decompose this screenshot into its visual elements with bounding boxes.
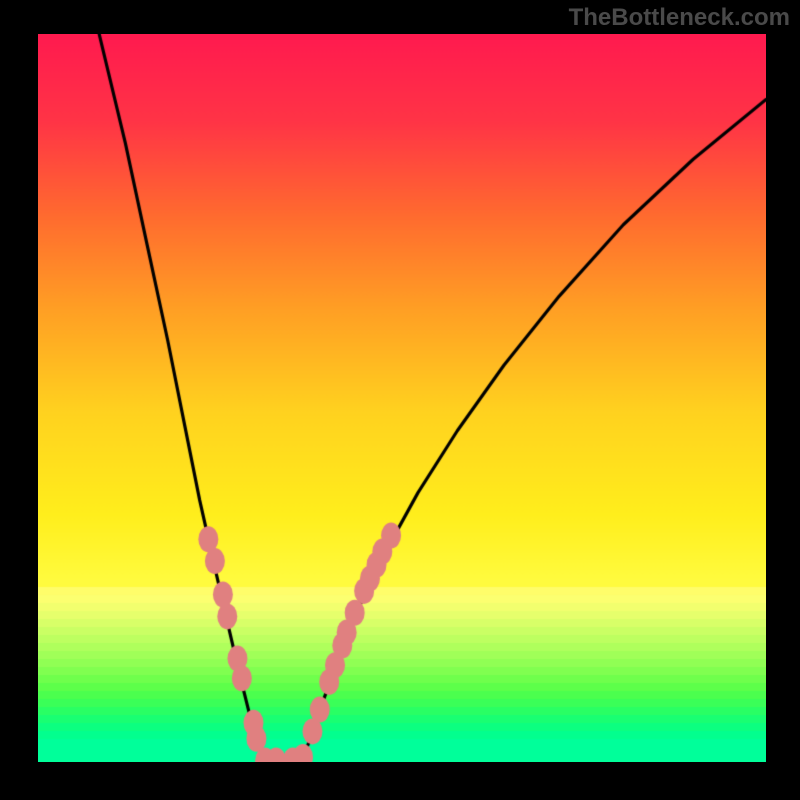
chart-root: TheBottleneck.com [0,0,800,800]
watermark-text: TheBottleneck.com [569,4,790,32]
plot-area [38,34,766,762]
bottleneck-curve [38,34,766,762]
